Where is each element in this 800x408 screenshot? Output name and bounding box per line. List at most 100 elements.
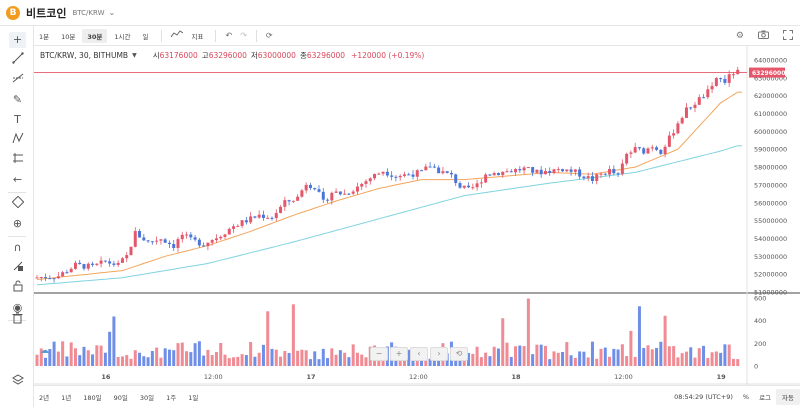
- candle-body: [415, 170, 419, 177]
- camera-icon[interactable]: [751, 30, 776, 42]
- cloud-icon[interactable]: ☁: [40, 346, 49, 356]
- interval-1h[interactable]: 1시간: [114, 32, 131, 41]
- volume-bar: [185, 351, 189, 366]
- volume-bar: [150, 351, 154, 366]
- crosshair-icon[interactable]: +: [9, 32, 26, 48]
- zoom-in-button[interactable]: +: [390, 347, 408, 361]
- volume-bar: [706, 357, 710, 366]
- range-1y[interactable]: 1년: [61, 393, 72, 402]
- pattern-icon[interactable]: [9, 132, 26, 148]
- back-arrow-icon[interactable]: ←: [12, 173, 23, 186]
- volume-bar: [48, 349, 52, 366]
- range-2y[interactable]: 2년: [39, 393, 50, 402]
- lock-drawing-icon[interactable]: [9, 260, 26, 276]
- zoom-in-icon[interactable]: ⊕: [12, 217, 23, 230]
- pair-dropdown-icon[interactable]: ⌄: [108, 8, 116, 17]
- indicator-icon[interactable]: [167, 30, 187, 41]
- volume-bar: [714, 351, 718, 366]
- lock-icon[interactable]: [9, 280, 26, 296]
- eye-icon[interactable]: ◉: [12, 301, 23, 314]
- volume-bar: [167, 349, 171, 366]
- candle-body: [471, 187, 475, 189]
- candle-body: [667, 135, 671, 147]
- redo-icon[interactable]: ↷: [240, 31, 247, 40]
- price-axis-label: 62000000: [754, 92, 787, 100]
- settings-icon[interactable]: ⚙: [735, 31, 744, 41]
- trendline-icon[interactable]: [9, 52, 26, 68]
- candle-body: [214, 238, 218, 241]
- refresh-icon[interactable]: ⟳: [265, 31, 273, 40]
- candle-body: [236, 225, 240, 227]
- magnet-icon[interactable]: ∩: [13, 241, 22, 254]
- volume-bar: [543, 345, 547, 366]
- text-icon[interactable]: T: [14, 113, 21, 126]
- layers-icon[interactable]: [9, 374, 26, 390]
- candle-body: [565, 169, 569, 172]
- volume-bar: [44, 357, 48, 366]
- volume-bar: [556, 352, 560, 366]
- candle-body: [296, 196, 300, 201]
- volume-bar: [308, 359, 312, 366]
- volume-bar: [420, 358, 424, 366]
- undo-icon[interactable]: ↶: [225, 31, 233, 40]
- symbol-label[interactable]: BTC/KRW, 30, BITHUMB: [40, 51, 129, 60]
- zoom-out-button[interactable]: −: [370, 347, 388, 361]
- fullscreen-icon[interactable]: [776, 29, 800, 43]
- candle-body: [133, 231, 137, 247]
- volume-bar: [249, 342, 253, 366]
- volume-bar: [65, 356, 69, 366]
- candle-body: [693, 104, 697, 108]
- change-value: +120000 (+0.19%): [351, 51, 425, 60]
- measure-icon[interactable]: [9, 195, 26, 212]
- volume-bar: [642, 347, 646, 366]
- reset-view-button[interactable]: ⟲: [450, 347, 468, 361]
- chart-toolbar: 1분 10분 30분 1시간 일 지표 ↶ ↷ ⟳ ⚙: [34, 26, 800, 46]
- candle-body: [326, 199, 330, 201]
- price-chart[interactable]: 64000000 63000000 62000000 61000000 60000000…: [34, 46, 800, 385]
- volume-bar: [283, 351, 287, 366]
- volume-bar: [355, 352, 359, 366]
- range-180d[interactable]: 180일: [83, 393, 102, 402]
- range-30d[interactable]: 30일: [139, 393, 155, 402]
- indicator-button[interactable]: 지표: [191, 32, 204, 41]
- candle-body: [120, 258, 124, 263]
- candle-body: [103, 260, 107, 262]
- volume-bar: [116, 356, 120, 366]
- interval-30m[interactable]: 30분: [82, 28, 108, 43]
- candle-body: [219, 236, 223, 239]
- scroll-right-button[interactable]: ›: [430, 347, 448, 361]
- interval-1m[interactable]: 1분: [39, 32, 50, 41]
- candle-body: [505, 171, 509, 173]
- fib-icon[interactable]: [9, 72, 26, 88]
- time-axis-label: 12:00: [204, 373, 223, 381]
- candle-body: [595, 174, 599, 181]
- candle-body: [377, 173, 381, 175]
- interval-10m[interactable]: 10분: [61, 32, 76, 41]
- volume-bar: [548, 359, 552, 366]
- ma-long-line: [36, 145, 742, 286]
- range-1d[interactable]: 1일: [188, 393, 199, 402]
- candle-body: [650, 147, 654, 149]
- ruler-icon[interactable]: [9, 152, 26, 168]
- auto-toggle[interactable]: 자동: [776, 389, 800, 405]
- scroll-left-button[interactable]: ‹: [410, 347, 428, 361]
- brush-icon[interactable]: ✎: [12, 93, 23, 106]
- range-1w[interactable]: 1주: [166, 393, 177, 402]
- volume-bar: [210, 354, 214, 366]
- log-toggle[interactable]: 로그: [759, 394, 772, 402]
- volume-bar: [82, 346, 86, 366]
- candle-body: [381, 171, 385, 174]
- range-90d[interactable]: 90일: [113, 393, 128, 402]
- candle-body: [274, 212, 278, 219]
- trash-icon[interactable]: [9, 312, 26, 328]
- candle-body: [736, 69, 740, 75]
- percent-toggle[interactable]: %: [742, 393, 750, 401]
- volume-bar: [659, 341, 663, 366]
- volume-bar: [261, 344, 265, 366]
- volume-bar: [561, 351, 565, 366]
- symbol-dropdown-icon[interactable]: ▼: [132, 52, 137, 59]
- volume-bar: [471, 353, 475, 366]
- candle-body: [279, 206, 283, 213]
- interval-day[interactable]: 일: [142, 32, 149, 41]
- candle-body: [338, 191, 342, 195]
